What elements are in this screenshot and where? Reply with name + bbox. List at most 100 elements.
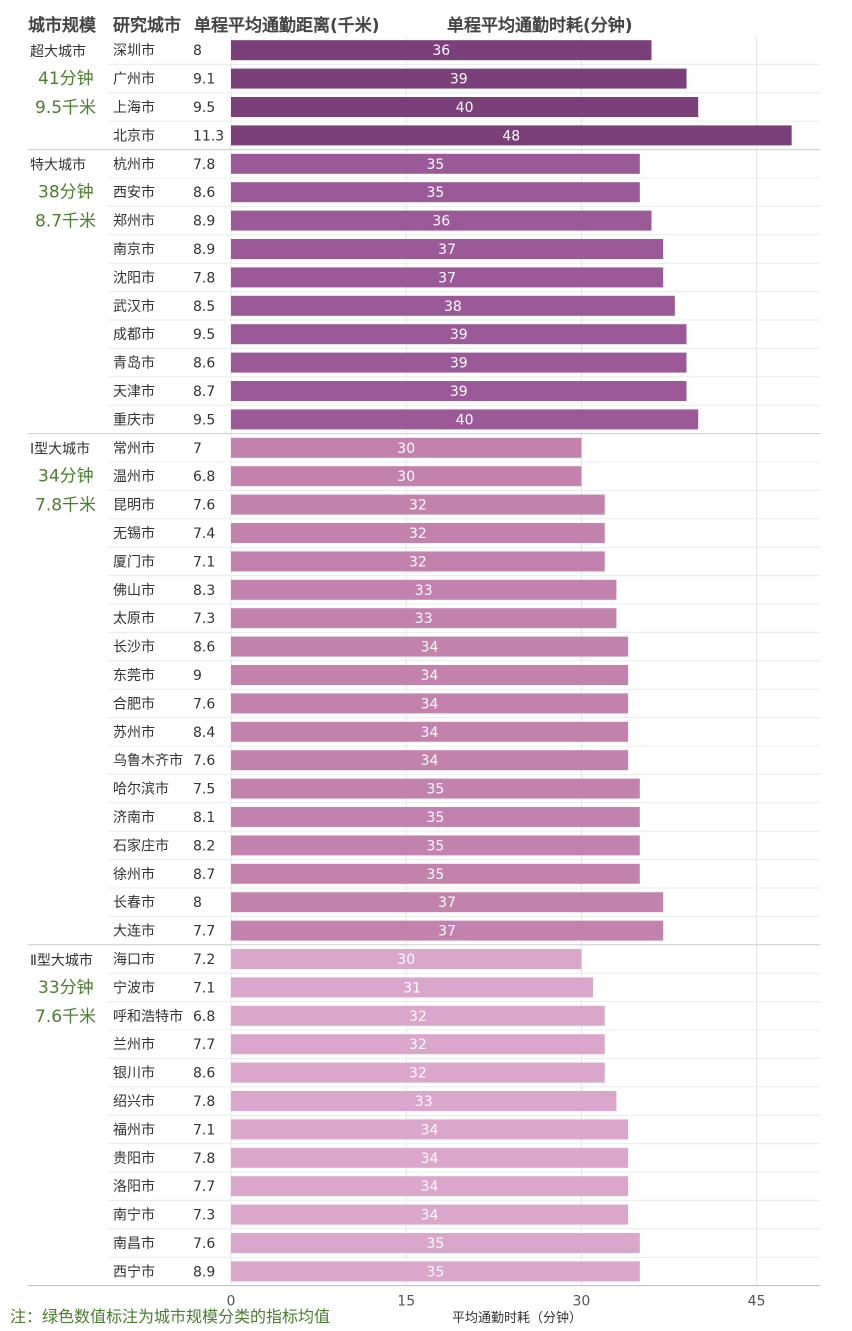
distance-label: 8.2 [193, 838, 215, 854]
city-label: 南京市 [113, 241, 155, 258]
bar-value-label: 34 [421, 725, 439, 741]
bar-value-label: 34 [421, 1179, 439, 1195]
x-tick-label: 30 [572, 1294, 590, 1310]
distance-label: 7.6 [193, 1236, 215, 1252]
distance-label: 6.8 [193, 469, 215, 485]
bar [231, 665, 629, 685]
bar-value-label: 35 [426, 782, 444, 798]
bar-value-label: 39 [450, 356, 468, 372]
bar [231, 949, 582, 969]
group-name: 特大城市 [30, 157, 86, 174]
distance-label: 9.5 [193, 412, 215, 428]
city-label: 重庆市 [113, 411, 155, 428]
chart-headers: 城市规模 研究城市 单程平均通勤距离(千米) 单程平均通勤时耗(分钟) [28, 15, 633, 36]
city-label: 徐州市 [113, 866, 155, 883]
bar [231, 210, 652, 231]
city-label: 广州市 [113, 71, 155, 88]
bar [231, 636, 629, 657]
distance-label: 7.8 [193, 157, 215, 173]
bar [231, 1176, 629, 1197]
bar [231, 1005, 605, 1026]
distance-label: 8.9 [193, 1264, 215, 1280]
bar [231, 68, 687, 89]
city-label: 青岛市 [113, 355, 155, 372]
bar-value-label: 37 [438, 924, 456, 940]
distance-label: 6.8 [193, 1009, 215, 1025]
distance-label: 8.6 [193, 1066, 215, 1082]
group-avg-time: 34分钟 [38, 467, 94, 487]
distance-label: 8.1 [193, 810, 215, 826]
bar [231, 551, 605, 572]
distance-label: 7.3 [193, 1208, 215, 1224]
city-label: 厦门市 [113, 553, 155, 570]
group-avg-distance: 9.5千米 [35, 98, 96, 118]
distance-label: 9.1 [193, 72, 215, 88]
distance-label: 7.5 [193, 782, 215, 798]
bar [231, 1261, 640, 1282]
bar-value-label: 35 [426, 157, 444, 173]
city-label: 长沙市 [113, 639, 155, 656]
bar [231, 608, 617, 629]
city-label: 银川市 [113, 1065, 155, 1082]
distance-label: 8.3 [193, 583, 215, 599]
city-label: 东莞市 [113, 667, 155, 684]
bar [231, 1034, 605, 1055]
distance-label: 7.8 [193, 270, 215, 286]
distance-label: 7.4 [193, 526, 215, 542]
distance-label: 9 [193, 668, 202, 684]
city-label: 北京市 [113, 127, 155, 144]
city-label: 杭州市 [113, 156, 155, 173]
bar [231, 239, 664, 259]
distance-label: 7.3 [193, 611, 215, 627]
city-label: 无锡市 [113, 525, 155, 542]
bar-value-label: 34 [421, 753, 439, 769]
bar [231, 1062, 605, 1083]
x-axis: 0 15 30 45 [28, 1285, 820, 1310]
bar-value-label: 35 [426, 185, 444, 201]
bar-value-label: 37 [438, 895, 456, 911]
bar-value-label: 39 [450, 72, 468, 88]
bar-value-label: 39 [450, 327, 468, 343]
city-label: 济南市 [113, 809, 155, 826]
x-axis-label: 平均通勤时耗（分钟） [452, 1310, 582, 1326]
city-label: 合肥市 [113, 695, 155, 712]
bar-value-label: 35 [426, 867, 444, 883]
city-label: 南昌市 [113, 1235, 155, 1252]
group-name: Ⅰ型大城市 [30, 441, 90, 458]
distance-label: 8.6 [193, 356, 215, 372]
city-label: 绍兴市 [113, 1093, 155, 1110]
bar-value-label: 32 [409, 498, 427, 514]
group-avg-time: 41分钟 [38, 69, 94, 89]
group-avg-distance: 7.8千米 [35, 496, 96, 516]
bar-value-label: 37 [438, 270, 456, 286]
bar-value-label: 32 [409, 554, 427, 570]
city-label: 沈阳市 [113, 269, 155, 286]
bar [231, 40, 652, 61]
group-avg-distance: 7.6千米 [35, 1007, 96, 1027]
city-label: 大连市 [113, 923, 155, 940]
bar-value-label: 34 [421, 1151, 439, 1167]
bar [231, 977, 594, 998]
header-distance: 单程平均通勤距离(千米) [194, 15, 380, 36]
city-label: 天津市 [113, 383, 155, 400]
distance-label: 7.1 [193, 1122, 215, 1138]
city-label: 太原市 [113, 610, 155, 627]
city-label: 武汉市 [113, 298, 155, 315]
bar-value-label: 35 [426, 838, 444, 854]
bar [231, 892, 664, 913]
bar [231, 97, 699, 117]
bar [231, 1233, 640, 1253]
plot-area: 超大城市 41分钟 9.5千米 深圳市 8 36 广州市 9.1 39 上海市 9.5 40 北京市 11… [28, 36, 820, 1286]
bar-value-label: 30 [397, 469, 415, 485]
bar [231, 352, 687, 373]
distance-label: 8 [193, 895, 202, 911]
bar [231, 1204, 629, 1225]
city-label: 洛阳市 [113, 1178, 155, 1195]
city-label: 南宁市 [113, 1207, 155, 1224]
bar-value-label: 38 [444, 299, 462, 315]
bar [231, 1147, 629, 1168]
bar-value-label: 48 [502, 128, 520, 144]
bar [231, 437, 582, 458]
bar-value-label: 30 [397, 441, 415, 457]
distance-label: 8.7 [193, 384, 215, 400]
